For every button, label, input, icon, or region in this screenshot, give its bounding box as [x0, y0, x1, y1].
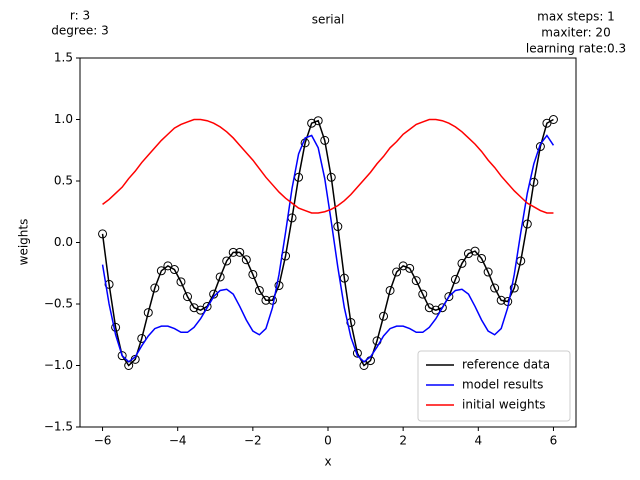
data-point	[117, 351, 127, 361]
data-point	[189, 303, 199, 313]
data-point	[431, 305, 441, 315]
data-point	[274, 281, 284, 291]
data-point	[313, 116, 323, 126]
x-tick-label: −4	[169, 434, 187, 448]
data-point	[463, 249, 473, 259]
header-left: r: 3	[70, 9, 90, 23]
x-tick-label: −2	[244, 434, 262, 448]
data-point	[392, 267, 402, 277]
data-point	[261, 295, 271, 305]
data-point	[241, 255, 251, 265]
axes-frame	[79, 57, 577, 428]
series-line	[101, 134, 555, 363]
data-point	[522, 219, 532, 229]
data-point	[235, 247, 245, 257]
x-tick-label: 2	[399, 434, 407, 448]
y-tick-label: −1.0	[44, 358, 73, 372]
data-point	[222, 256, 232, 266]
data-point	[548, 115, 558, 124]
data-point	[490, 283, 500, 293]
legend-label: model results	[462, 378, 543, 392]
y-tick-label: 1.5	[54, 51, 73, 65]
data-point	[202, 301, 212, 311]
data-point	[333, 222, 343, 232]
y-axis-label: weights	[17, 219, 31, 266]
data-point	[228, 247, 238, 257]
data-point	[176, 277, 186, 287]
data-point	[352, 348, 362, 358]
x-tick-label: 6	[550, 434, 558, 448]
data-point	[483, 267, 493, 277]
header-right: maxiter: 20	[541, 26, 610, 40]
data-point	[405, 263, 415, 273]
data-point	[424, 303, 434, 313]
data-point	[326, 172, 336, 182]
data-point	[385, 285, 395, 295]
y-tick-label: −0.5	[44, 297, 73, 311]
data-point	[444, 292, 454, 302]
legend-box	[417, 350, 571, 422]
data-point	[98, 229, 108, 239]
data-point	[320, 135, 330, 145]
data-point	[418, 289, 428, 299]
data-point	[437, 303, 447, 313]
data-point	[535, 142, 545, 152]
data-point	[411, 276, 421, 286]
data-point	[209, 289, 219, 299]
legend-label: initial weights	[462, 398, 546, 412]
data-point	[379, 311, 389, 321]
data-point	[248, 269, 258, 279]
data-point	[143, 308, 153, 318]
data-point	[215, 272, 225, 282]
data-point	[254, 285, 264, 295]
legend-label: reference data	[462, 358, 550, 372]
x-axis-label: x	[324, 455, 331, 469]
data-point	[137, 333, 147, 343]
x-tick-label: −6	[94, 434, 112, 448]
y-tick-label: 1.0	[54, 112, 73, 126]
data-point	[307, 118, 317, 128]
data-point	[150, 283, 160, 293]
data-point	[509, 283, 519, 293]
data-point	[477, 253, 487, 263]
series-line	[102, 118, 554, 214]
data-point	[169, 265, 179, 275]
chart-title: serial	[312, 13, 345, 27]
data-point	[496, 295, 506, 305]
data-point	[183, 292, 193, 302]
header-left: degree: 3	[51, 24, 109, 38]
header-right: max steps: 1	[537, 10, 615, 24]
data-point	[450, 274, 460, 284]
y-tick-label: 0.0	[54, 235, 73, 249]
data-point	[398, 261, 408, 271]
data-point	[156, 266, 166, 276]
y-tick-label: 0.5	[54, 174, 73, 188]
x-tick-label: 0	[324, 434, 332, 448]
header-right: learning rate:0.3	[526, 42, 626, 56]
data-point	[457, 258, 467, 268]
y-tick-label: −1.5	[44, 420, 73, 434]
data-point	[470, 246, 480, 256]
x-tick-label: 4	[474, 434, 482, 448]
series-line	[101, 118, 554, 367]
